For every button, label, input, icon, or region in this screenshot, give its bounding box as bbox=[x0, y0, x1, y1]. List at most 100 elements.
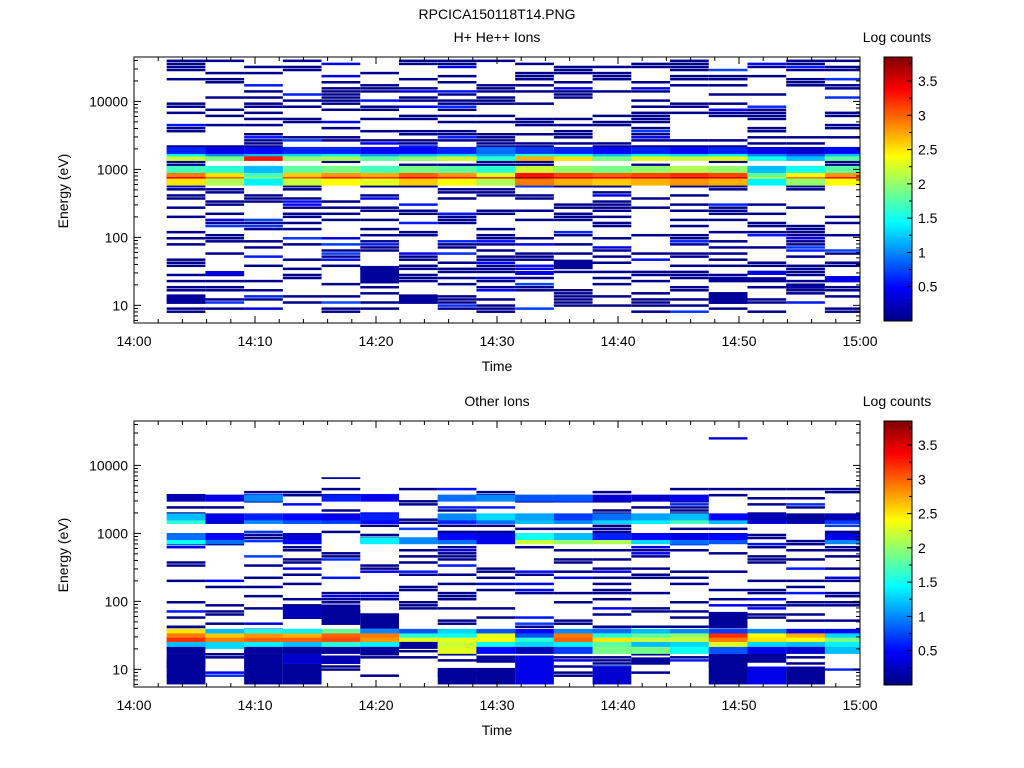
x-tick-label: 14:40 bbox=[600, 697, 635, 713]
heatmap-cell bbox=[553, 230, 593, 234]
heatmap-cell bbox=[282, 490, 322, 494]
heatmap-cell bbox=[321, 153, 361, 161]
heatmap-cell bbox=[282, 493, 322, 497]
heatmap-cell bbox=[321, 594, 361, 598]
heatmap-cell bbox=[670, 105, 709, 108]
heatmap-cell bbox=[476, 90, 516, 93]
heatmap-cell bbox=[360, 591, 399, 595]
heatmap-cell bbox=[244, 102, 283, 105]
heatmap-cell bbox=[205, 289, 245, 292]
heatmap-cell bbox=[360, 292, 399, 295]
heatmap-cell bbox=[747, 641, 787, 649]
heatmap-cell bbox=[360, 153, 399, 161]
heatmap-cell bbox=[398, 252, 438, 255]
heatmap-cell bbox=[321, 120, 361, 124]
heatmap-cell bbox=[476, 285, 516, 289]
heatmap-cell bbox=[437, 494, 477, 502]
heatmap-cell bbox=[824, 215, 860, 219]
heatmap-cell bbox=[282, 537, 322, 545]
heatmap-cell bbox=[747, 613, 787, 616]
heatmap-cell bbox=[205, 307, 245, 310]
heatmap-cell bbox=[670, 601, 709, 604]
heatmap-cell bbox=[631, 99, 671, 102]
heatmap-cell bbox=[786, 289, 825, 292]
heatmap-cell bbox=[670, 243, 709, 246]
heatmap-cell bbox=[592, 165, 632, 173]
heatmap-cell bbox=[360, 597, 399, 601]
heatmap-cell bbox=[321, 597, 361, 601]
y-tick-label: 10 bbox=[112, 661, 128, 677]
heatmap-cell bbox=[631, 273, 671, 277]
heatmap-cell bbox=[437, 165, 477, 173]
heatmap-cell bbox=[166, 165, 206, 173]
heatmap-cell bbox=[708, 570, 748, 573]
heatmap-cell bbox=[166, 516, 206, 524]
heatmap-cell bbox=[437, 555, 477, 558]
heatmap-cell bbox=[282, 567, 322, 570]
heatmap-cell bbox=[786, 591, 825, 595]
heatmap-cell bbox=[282, 120, 322, 124]
heatmap-cell bbox=[670, 77, 709, 81]
heatmap-cell bbox=[631, 81, 671, 84]
heatmap-cell bbox=[166, 230, 206, 234]
heatmap-cell bbox=[786, 227, 825, 231]
heatmap-cell bbox=[786, 224, 825, 228]
heatmap-cell bbox=[747, 591, 787, 595]
heatmap-cell bbox=[437, 307, 477, 310]
heatmap-cell bbox=[282, 197, 322, 200]
heatmap-cell bbox=[282, 99, 322, 102]
heatmap-cell bbox=[437, 146, 477, 154]
heatmap-cell bbox=[515, 160, 554, 164]
heatmap-cell bbox=[824, 487, 860, 491]
heatmap-cell bbox=[515, 267, 554, 271]
heatmap-cell bbox=[476, 637, 516, 645]
heatmap-cell bbox=[515, 582, 554, 586]
heatmap-cell bbox=[476, 576, 516, 580]
heatmap-cell bbox=[592, 120, 632, 124]
heatmap-cell bbox=[747, 129, 787, 133]
heatmap-cell bbox=[321, 264, 361, 268]
heatmap-cell bbox=[360, 564, 399, 567]
heatmap-cell bbox=[515, 637, 554, 645]
heatmap-cell bbox=[824, 114, 860, 118]
heatmap-cell bbox=[515, 285, 554, 289]
heatmap-cell bbox=[476, 667, 516, 685]
heatmap-cell bbox=[515, 622, 554, 625]
heatmap-cell bbox=[205, 653, 245, 656]
heatmap-cell bbox=[437, 240, 477, 243]
heatmap-cell bbox=[631, 537, 671, 545]
heatmap-cell bbox=[631, 165, 671, 173]
heatmap-cell bbox=[824, 537, 860, 545]
heatmap-cell bbox=[437, 509, 477, 512]
heatmap-cell bbox=[786, 539, 825, 543]
heatmap-cell bbox=[205, 494, 245, 502]
heatmap-cell bbox=[166, 178, 206, 186]
heatmap-cell bbox=[437, 532, 477, 540]
heatmap-cell bbox=[708, 597, 748, 601]
heatmap-cell bbox=[166, 561, 206, 564]
heatmap-cell bbox=[166, 610, 206, 613]
heatmap-cell bbox=[670, 270, 709, 274]
heatmap-cell bbox=[398, 585, 438, 589]
heatmap-cell bbox=[631, 545, 671, 549]
heatmap-cell bbox=[205, 108, 245, 112]
heatmap-cell bbox=[205, 81, 245, 84]
heatmap-cell bbox=[670, 582, 709, 586]
heatmap-cell bbox=[708, 178, 748, 186]
heatmap-cell bbox=[282, 178, 322, 186]
heatmap-cell bbox=[282, 513, 322, 521]
heatmap-cell bbox=[476, 532, 516, 540]
panel-top: H+ He++ Ions Log counts 10 100 1000 10000 1… bbox=[55, 29, 938, 374]
heatmap-cell bbox=[747, 174, 787, 182]
heatmap-cell bbox=[515, 532, 554, 540]
heatmap-cell bbox=[553, 665, 593, 668]
heatmap-cell bbox=[166, 65, 206, 69]
heatmap-cell bbox=[476, 641, 516, 649]
heatmap-cell bbox=[553, 656, 593, 659]
heatmap-cell bbox=[592, 662, 632, 665]
heatmap-cell bbox=[592, 532, 632, 540]
heatmap-cell bbox=[437, 591, 477, 595]
heatmap-cell bbox=[592, 666, 632, 685]
heatmap-cell bbox=[747, 246, 787, 249]
heatmap-cell bbox=[708, 279, 748, 283]
